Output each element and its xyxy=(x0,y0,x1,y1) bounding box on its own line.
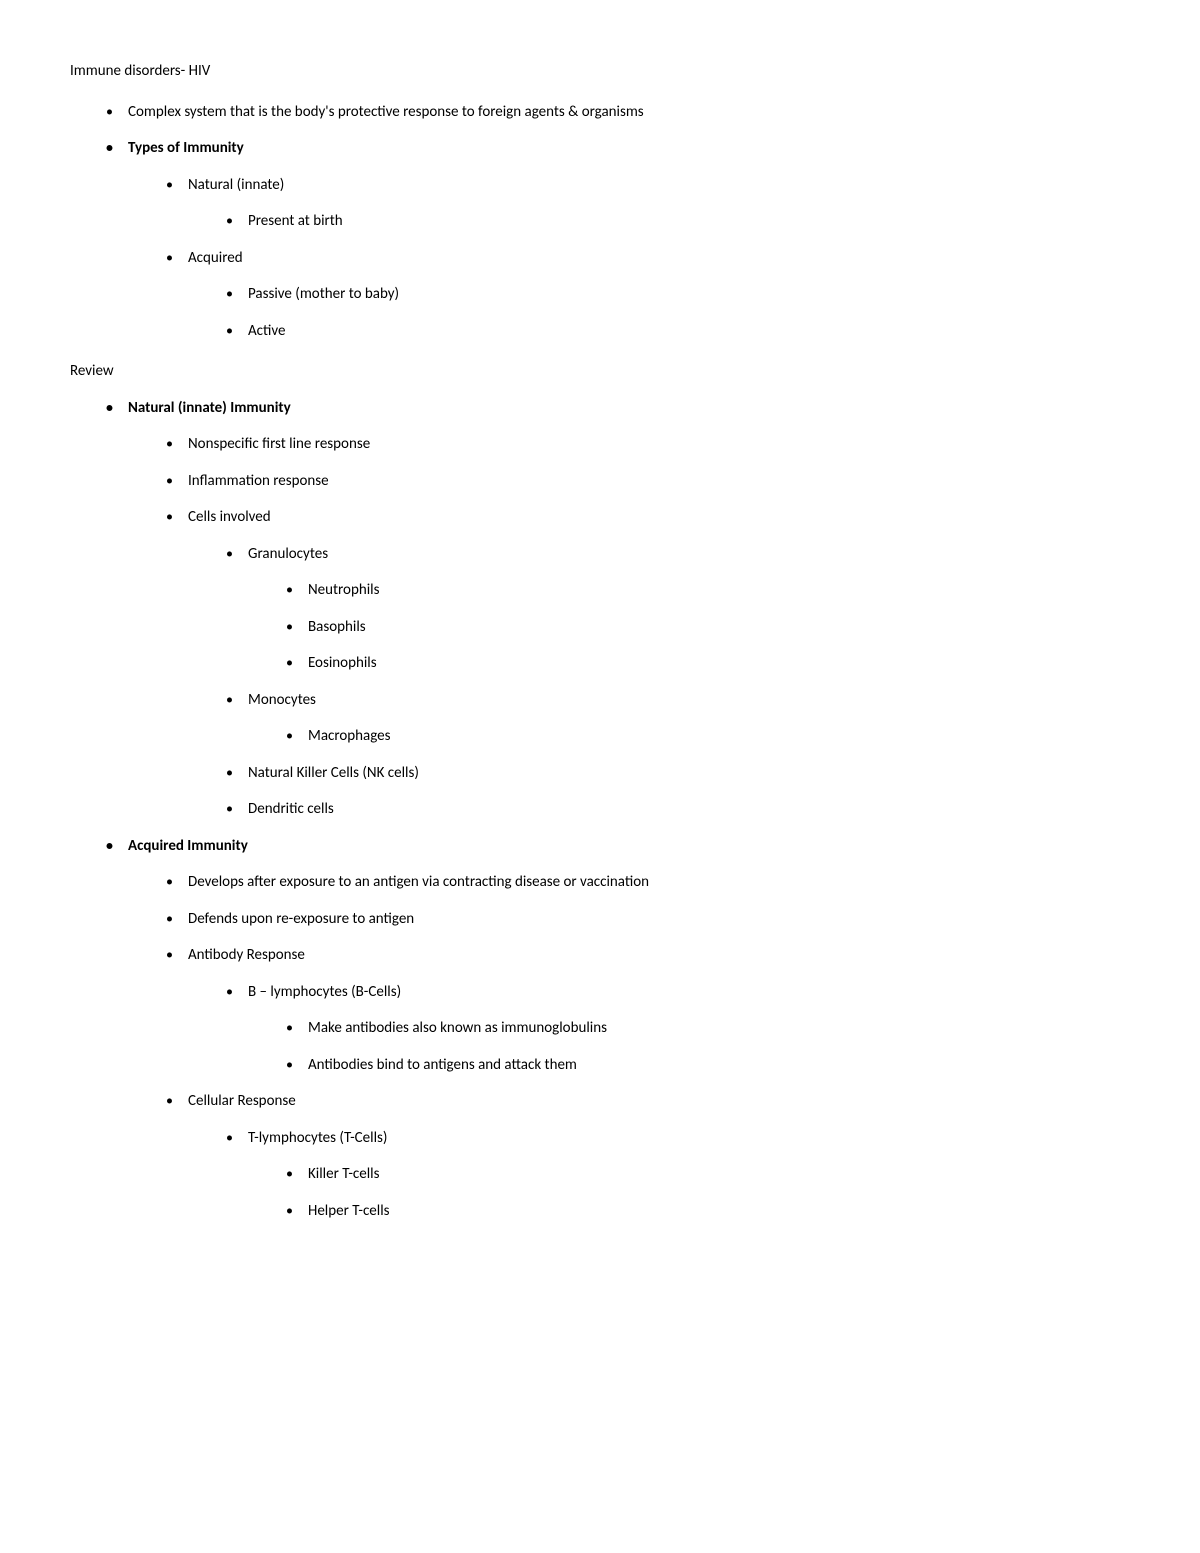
list-item: Passive (mother to baby) xyxy=(220,283,1130,306)
list-item: Develops after exposure to an antigen vi… xyxy=(160,871,1130,894)
page-title: Immune disorders- HIV xyxy=(70,60,1130,83)
list-item: Natural (innate) xyxy=(160,174,1130,197)
list-item: Monocytes xyxy=(220,689,1130,712)
list-item: Active xyxy=(220,320,1130,343)
list-item: Cells involved xyxy=(160,506,1130,529)
review-list: Natural (innate) Immunity Nonspecific fi… xyxy=(70,397,1130,1223)
list-item: T-lymphocytes (T-Cells) xyxy=(220,1127,1130,1150)
list-item: Antibodies bind to antigens and attack t… xyxy=(280,1054,1130,1077)
list-item: Cellular Response xyxy=(160,1090,1130,1113)
list-item: Make antibodies also known as immunoglob… xyxy=(280,1017,1130,1040)
list-item: Dendritic cells xyxy=(220,798,1130,821)
section-heading-review: Review xyxy=(70,360,1130,383)
list-item: Neutrophils xyxy=(280,579,1130,602)
list-item: Helper T-cells xyxy=(280,1200,1130,1223)
list-item: Antibody Response xyxy=(160,944,1130,967)
list-item: Eosinophils xyxy=(280,652,1130,675)
list-item: Granulocytes xyxy=(220,543,1130,566)
list-item: Macrophages xyxy=(280,725,1130,748)
list-item: Killer T-cells xyxy=(280,1163,1130,1186)
list-item: Acquired xyxy=(160,247,1130,270)
list-item: Defends upon re-exposure to antigen xyxy=(160,908,1130,931)
list-item: Natural Killer Cells (NK cells) xyxy=(220,762,1130,785)
list-item: Basophils xyxy=(280,616,1130,639)
list-item: Present at birth xyxy=(220,210,1130,233)
list-item: Natural (innate) Immunity xyxy=(100,397,1130,420)
list-item: Complex system that is the body's protec… xyxy=(100,101,1130,124)
list-item: Nonspecific first line response xyxy=(160,433,1130,456)
list-item: Inflammation response xyxy=(160,470,1130,493)
list-item: B – lymphocytes (B-Cells) xyxy=(220,981,1130,1004)
list-item: Types of Immunity xyxy=(100,137,1130,160)
intro-list: Complex system that is the body's protec… xyxy=(70,101,1130,343)
list-item: Acquired Immunity xyxy=(100,835,1130,858)
